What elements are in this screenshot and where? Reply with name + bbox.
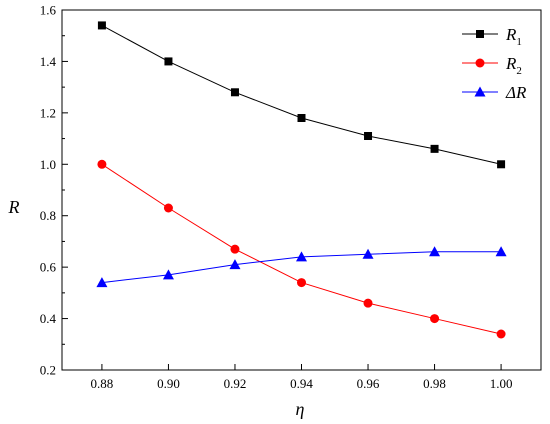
data-point [163,203,173,213]
data-point [97,21,106,30]
legend-label: R1 [505,25,522,48]
legend-label-subscript: 1 [516,36,522,48]
data-point [364,132,373,140]
data-point [162,269,174,280]
y-tick-label: 1.0 [40,157,56,172]
legend-entry: ΔR [462,83,527,102]
data-point [97,159,107,169]
data-point [495,246,507,257]
data-point [230,88,239,97]
data-point [230,244,240,254]
data-point [496,329,506,339]
x-tick-label: 0.98 [423,376,446,391]
x-tick-label: 1.00 [490,376,513,391]
legend-marker [475,58,485,68]
data-point [296,251,307,262]
x-axis-label: η [296,399,305,419]
y-tick-label: 0.8 [40,208,56,223]
data-point [430,144,439,153]
data-point [229,259,241,270]
data-point [297,114,306,122]
plot-frame [61,9,542,371]
legend-label: R2 [505,54,522,77]
data-point [497,160,506,169]
series-2 [97,159,506,339]
x-tick-label: 0.90 [157,376,180,391]
series-1 [97,21,506,169]
x-tick-label: 0.88 [91,376,114,391]
data-point [363,298,373,308]
y-tick-label: 0.4 [40,311,57,326]
x-tick-label: 0.92 [224,376,247,391]
data-point [429,246,441,257]
legend-marker [476,30,484,38]
plot-area [61,9,542,371]
y-tick-label: 1.2 [40,105,56,120]
y-tick-label: 1.4 [40,54,57,69]
y-tick-label: 1.6 [40,3,57,18]
legend: R1 R2 ΔR [462,25,527,102]
legend-marker [474,86,486,97]
series-line [101,163,502,335]
data-point [297,278,306,288]
legend-entry: R1 [462,25,522,48]
x-axis-ticks: 0.88 0.90 0.92 0.94 0.96 0.98 1.00 [91,364,513,391]
x-tick-label: 0.96 [357,376,380,391]
x-tick-label: 0.94 [290,376,313,391]
y-axis-label: R [8,197,20,217]
data-point [362,248,374,259]
legend-label: ΔR [505,83,527,102]
data-point [96,277,108,288]
legend-entry: R2 [462,54,522,77]
series-3 [96,246,507,288]
series-layer [96,21,507,339]
legend-label-subscript: 2 [516,65,522,77]
y-tick-label: 0.6 [40,260,57,275]
data-point [164,57,173,66]
y-tick-label: 0.2 [40,363,56,378]
data-point [430,314,440,324]
series-line [101,24,502,165]
y-axis-ticks: 0.2 0.4 0.6 0.8 1.0 1.2 1.4 1.6 [40,3,68,378]
